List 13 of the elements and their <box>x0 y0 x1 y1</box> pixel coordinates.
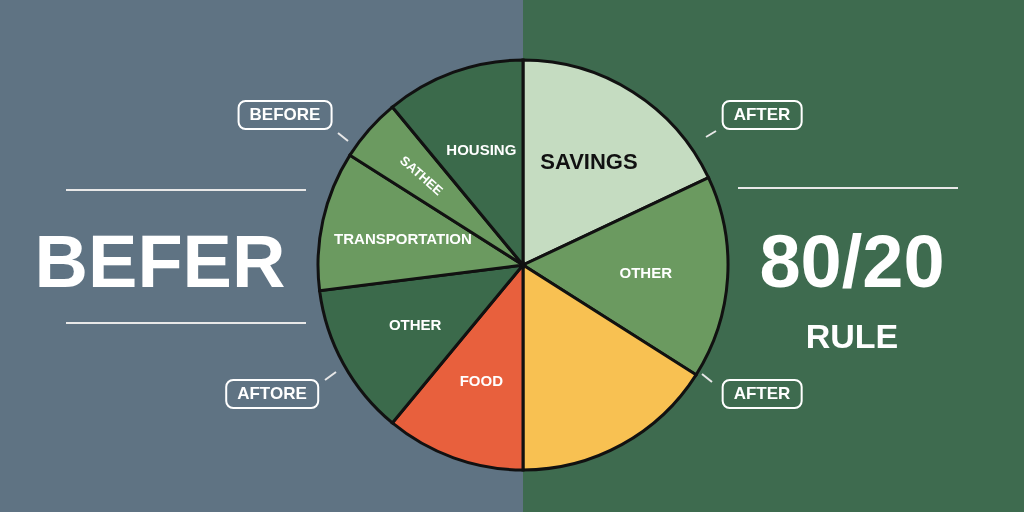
slice-label: TRANSPORTATION <box>334 229 472 247</box>
text: 80/20 <box>759 220 945 303</box>
slice-label: SAVINGS <box>540 148 638 174</box>
text: BEFER <box>34 220 286 303</box>
text: RULE <box>805 317 899 355</box>
text: AFTORE <box>225 379 319 409</box>
slice-label: OTHER <box>619 264 673 282</box>
slice-label: OTHER <box>388 315 442 333</box>
text: AFTER <box>721 100 803 130</box>
slice-label: FOOD <box>459 372 504 390</box>
slice-label: HOUSING <box>446 140 517 158</box>
text: AFTER <box>721 379 803 409</box>
text: BEFORE <box>237 100 333 130</box>
